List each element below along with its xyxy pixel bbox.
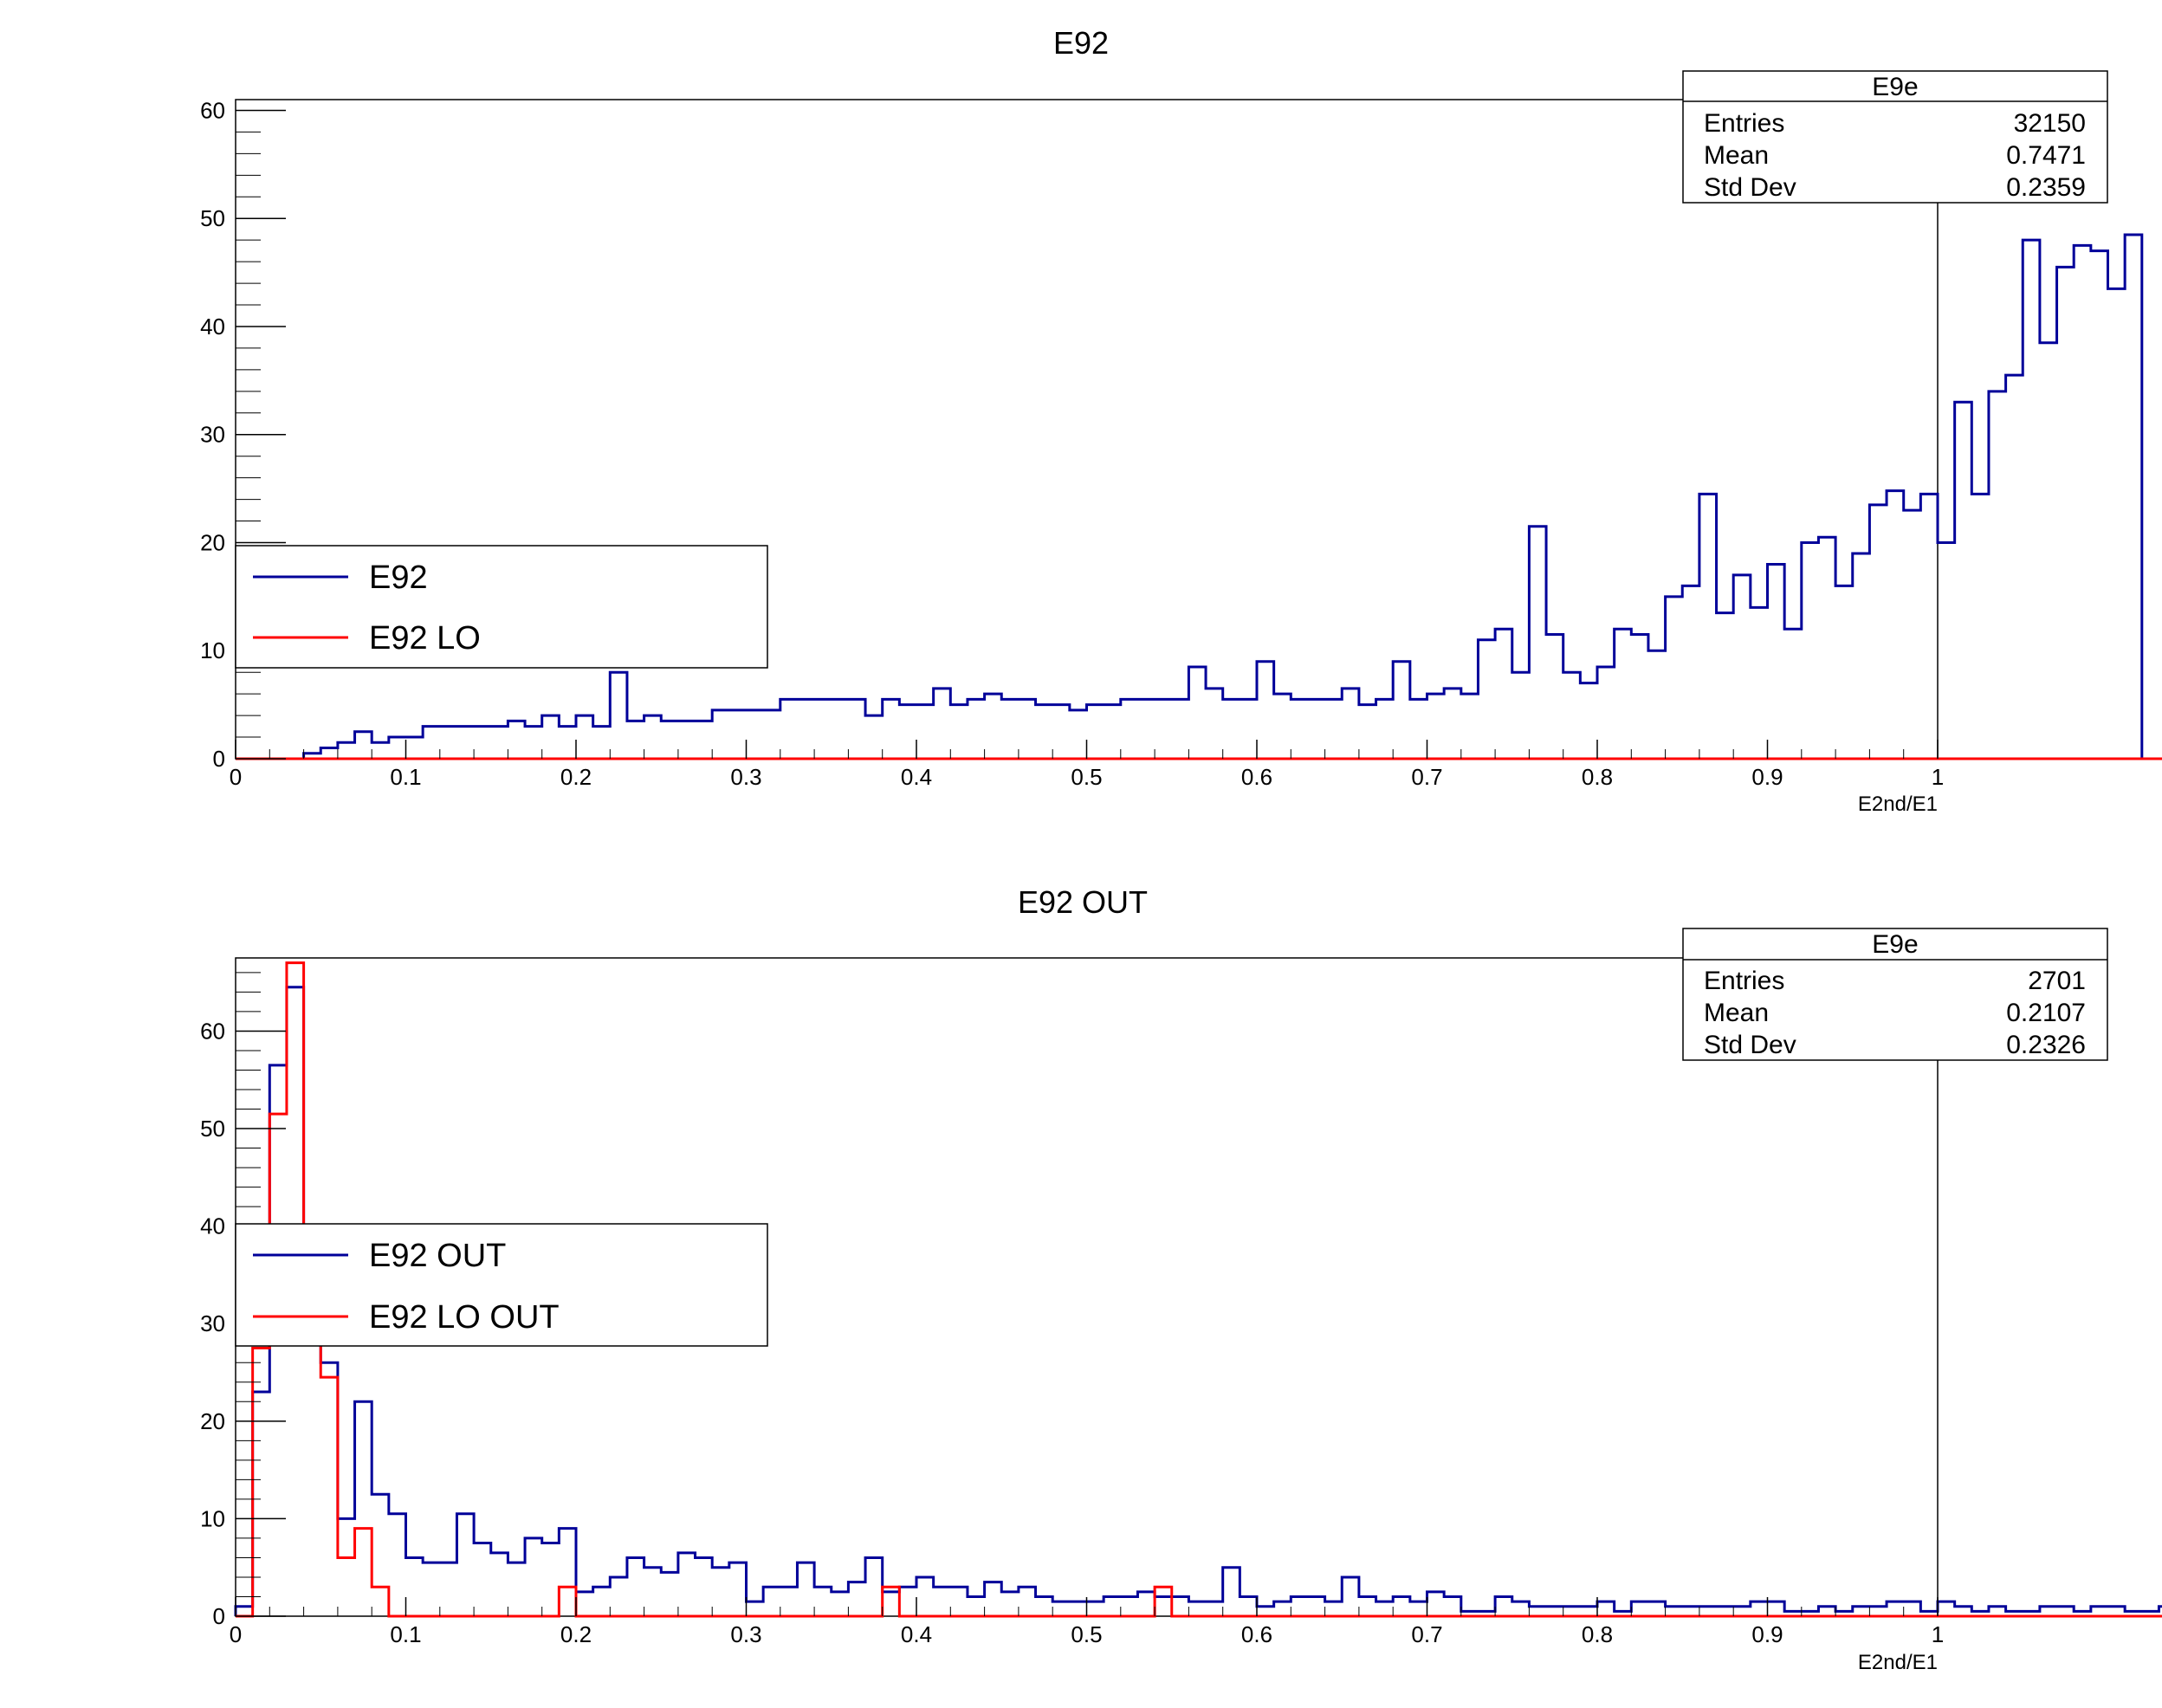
x-tick-label: 0.5 (1071, 1621, 1102, 1647)
stats-label: Mean (1704, 141, 1769, 170)
x-tick-label: 1 (1932, 1621, 1944, 1647)
stats-value: 2701 (2028, 967, 2086, 995)
y-axis: 0 10 20 30 40 50 60 (200, 97, 286, 772)
x-tick-label: 0.9 (1751, 764, 1783, 790)
x-tick-label: 0.7 (1411, 764, 1442, 790)
stats-value: 0.7471 (2006, 141, 2086, 170)
y-tick-label: 20 (200, 1408, 225, 1434)
stats-box: E9e Entries 2701 Mean 0.2107 Std Dev 0.2… (1682, 928, 2108, 1061)
y-tick-label: 50 (200, 1116, 225, 1142)
legend-box (235, 1223, 768, 1347)
legend-label: E92 LO (369, 620, 481, 657)
stats-title: E9e (1872, 930, 1918, 959)
legend-label: E92 LO OUT (369, 1299, 560, 1336)
x-tick-label: 0.5 (1071, 764, 1102, 790)
bottom-histogram-panel: E92 OUT 0 10 20 30 40 50 60 0 0.1 0.2 0.3 0.4 0.5 0.… (200, 884, 2162, 1674)
x-tick-label: 0.4 (901, 1621, 932, 1647)
y-tick-label: 50 (200, 205, 225, 231)
histogram-series-e92-out (234, 986, 2162, 1616)
x-tick-label: 0.2 (560, 1621, 592, 1647)
stats-title: E9e (1872, 73, 1918, 101)
x-tick-label: 0 (230, 1621, 242, 1647)
stats-label: Entries (1704, 967, 1784, 995)
stats-value: 0.2107 (2006, 999, 2086, 1027)
legend-box (235, 545, 768, 669)
x-tick-label: 0.6 (1241, 764, 1272, 790)
y-tick-label: 60 (200, 97, 225, 123)
stats-label: Std Dev (1704, 173, 1796, 202)
histogram-lines (236, 233, 2162, 760)
x-axis-label: E2nd/E1 (1858, 793, 1938, 816)
histogram-series-e92 (236, 233, 2144, 760)
chart-title: E92 (1053, 25, 1109, 61)
stats-box-frame (1682, 928, 2108, 1061)
x-axis: 0 0.1 0.2 0.3 0.4 0.5 0.6 0.7 0.8 0.9 1 (230, 740, 1944, 790)
top-histogram-panel: E92 0 10 20 30 40 50 60 0 0.1 0.2 0.3 0.4 0.5 0.6 0.7… (200, 25, 2162, 816)
x-axis: 0 0.1 0.2 0.3 0.4 0.5 0.6 0.7 0.8 0.9 1 (230, 1597, 1944, 1647)
x-tick-label: 0.7 (1411, 1621, 1442, 1647)
x-tick-label: 0.1 (390, 764, 421, 790)
stats-box: E9e Entries 32150 Mean 0.7471 Std Dev 0.… (1682, 70, 2108, 204)
stats-label: Entries (1704, 109, 1784, 138)
x-tick-label: 0.8 (1582, 1621, 1613, 1647)
y-tick-label: 10 (200, 1505, 225, 1531)
y-tick-label: 0 (213, 746, 225, 772)
legend-label: E92 (369, 560, 428, 596)
y-tick-label: 0 (213, 1603, 225, 1629)
y-tick-label: 10 (200, 637, 225, 663)
x-tick-label: 0.3 (730, 1621, 761, 1647)
stats-value: 0.2326 (2006, 1031, 2086, 1059)
y-tick-label: 60 (200, 1018, 225, 1044)
y-tick-label: 40 (200, 314, 225, 340)
x-tick-label: 0.8 (1582, 764, 1613, 790)
y-tick-label: 30 (200, 1310, 225, 1336)
x-tick-label: 0.3 (730, 764, 761, 790)
stats-label: Mean (1704, 999, 1769, 1027)
x-tick-label: 0.6 (1241, 1621, 1272, 1647)
x-tick-label: 0 (230, 764, 242, 790)
legend: E92 OUT E92 LO OUT (235, 1223, 768, 1347)
stats-box-frame (1682, 70, 2108, 204)
x-axis-label: E2nd/E1 (1858, 1651, 1938, 1674)
x-tick-label: 0.1 (390, 1621, 421, 1647)
stats-value: 0.2359 (2006, 173, 2086, 202)
x-tick-label: 0.9 (1751, 1621, 1783, 1647)
x-tick-label: 1 (1932, 764, 1944, 790)
legend: E92 E92 LO (235, 545, 768, 669)
chart-title: E92 OUT (1018, 884, 1148, 920)
y-tick-label: 40 (200, 1213, 225, 1239)
y-tick-label: 30 (200, 422, 225, 448)
legend-label: E92 OUT (369, 1238, 506, 1274)
x-tick-label: 0.4 (901, 764, 932, 790)
stats-value: 32150 (2014, 109, 2086, 138)
y-tick-label: 20 (200, 529, 225, 555)
stats-label: Std Dev (1704, 1031, 1796, 1059)
x-tick-label: 0.2 (560, 764, 592, 790)
